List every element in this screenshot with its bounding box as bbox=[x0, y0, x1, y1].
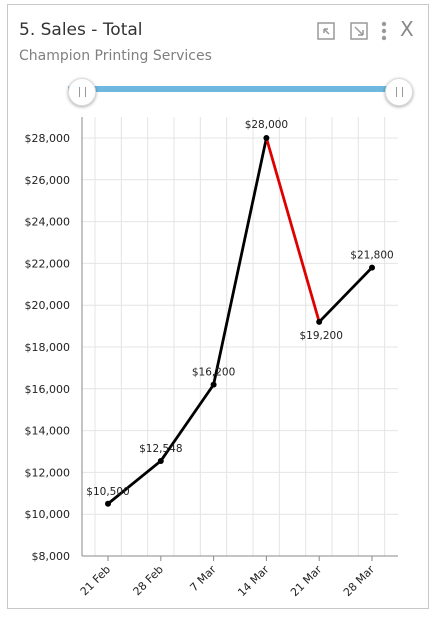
y-tick-label: $8,000 bbox=[32, 550, 71, 563]
x-tick-label: 14 Mar bbox=[235, 563, 272, 600]
x-tick-label: 7 Mar bbox=[187, 563, 219, 595]
y-tick-label: $26,000 bbox=[25, 174, 71, 187]
data-point bbox=[263, 135, 270, 141]
line-segment bbox=[317, 266, 374, 324]
y-tick-label: $20,000 bbox=[25, 299, 71, 312]
y-tick-label: $22,000 bbox=[25, 257, 71, 270]
y-tick-label: $24,000 bbox=[25, 216, 71, 229]
line-segment bbox=[212, 136, 268, 387]
y-tick-label: $18,000 bbox=[25, 341, 71, 354]
widget-subtitle: Champion Printing Services bbox=[19, 48, 212, 64]
decline-line-segment bbox=[264, 136, 321, 324]
y-tick-label: $10,000 bbox=[25, 508, 71, 521]
range-slider-left-handle[interactable] bbox=[68, 78, 96, 106]
close-icon[interactable]: X bbox=[400, 17, 414, 41]
data-label: $12,548 bbox=[139, 443, 182, 455]
collapse-icon[interactable] bbox=[316, 21, 338, 43]
data-label: $21,800 bbox=[350, 250, 393, 262]
range-slider-track[interactable] bbox=[68, 86, 398, 92]
range-slider-right-handle[interactable] bbox=[385, 78, 413, 106]
data-label: $10,500 bbox=[86, 486, 129, 498]
y-tick-label: $12,000 bbox=[25, 466, 71, 479]
data-label: $16,200 bbox=[192, 367, 235, 379]
data-label: $28,000 bbox=[245, 119, 288, 131]
y-tick-label: $16,000 bbox=[25, 383, 71, 396]
line-segment bbox=[159, 383, 216, 463]
x-tick-label: 21 Feb bbox=[78, 563, 113, 598]
data-point bbox=[316, 318, 323, 325]
data-point bbox=[105, 500, 111, 507]
x-tick-label: 28 Mar bbox=[341, 563, 378, 600]
data-point bbox=[157, 457, 164, 464]
x-tick-label: 21 Mar bbox=[288, 563, 325, 600]
y-tick-label: $28,000 bbox=[25, 132, 71, 145]
line-segment bbox=[106, 459, 163, 506]
expand-icon[interactable] bbox=[349, 21, 371, 43]
data-point bbox=[369, 264, 375, 271]
x-tick-label: 28 Feb bbox=[131, 563, 166, 598]
data-label: $19,200 bbox=[299, 330, 342, 342]
more-vertical-icon[interactable] bbox=[378, 21, 400, 43]
widget-title: 5. Sales - Total bbox=[19, 20, 143, 40]
y-tick-label: $14,000 bbox=[25, 425, 71, 438]
data-point bbox=[210, 381, 217, 388]
